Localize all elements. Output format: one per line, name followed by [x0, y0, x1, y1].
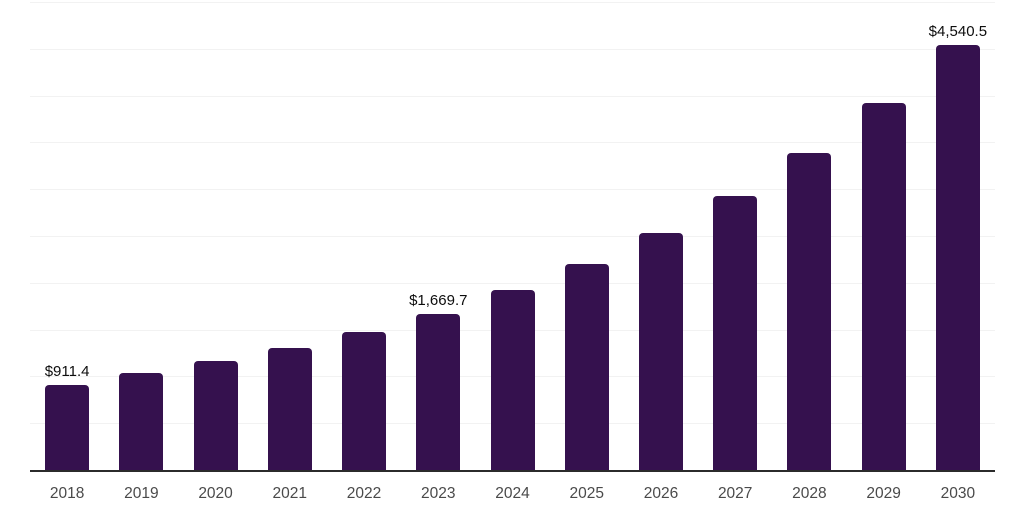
x-tick-label: 2029 — [866, 485, 901, 502]
bar-2022 — [342, 331, 387, 470]
x-tick-label: 2023 — [421, 485, 456, 502]
x-tick-label: 2027 — [717, 485, 753, 502]
gridline — [30, 236, 995, 237]
x-tick-label: 2024 — [495, 485, 530, 502]
gridline — [30, 48, 995, 50]
gridline — [30, 282, 995, 284]
gridline — [30, 95, 995, 97]
bar-2025 — [564, 263, 609, 470]
bar-2023 — [416, 313, 461, 470]
bar-2027 — [713, 196, 758, 470]
x-axis-line — [30, 470, 995, 472]
x-tick-label: 2021 — [272, 485, 308, 502]
x-tick-label: 2020 — [198, 485, 233, 502]
bar-2019 — [119, 372, 164, 470]
x-tick-label: 2025 — [569, 485, 604, 502]
x-tick-label: 2026 — [643, 485, 679, 502]
gridline — [30, 2, 995, 3]
gridline — [30, 142, 995, 144]
x-tick-label: 2028 — [792, 485, 827, 502]
bar-2030 — [935, 45, 980, 470]
data-label: $4,540.5 — [928, 23, 988, 40]
bar-2029 — [861, 102, 906, 470]
gridline — [30, 189, 995, 191]
bar-2021 — [267, 348, 312, 470]
bar-2020 — [193, 361, 238, 470]
data-label: $1,669.7 — [409, 291, 468, 309]
x-tick-label: 2019 — [124, 485, 159, 502]
bar-2026 — [638, 233, 683, 470]
x-tick-label: 2018 — [49, 485, 85, 502]
x-tick-label: 2022 — [346, 485, 382, 502]
bar-2018 — [45, 384, 90, 470]
x-tick-label: 2030 — [940, 485, 976, 502]
bar-2028 — [787, 153, 832, 470]
data-label: $911.4 — [44, 362, 90, 380]
bar-2024 — [490, 289, 535, 470]
